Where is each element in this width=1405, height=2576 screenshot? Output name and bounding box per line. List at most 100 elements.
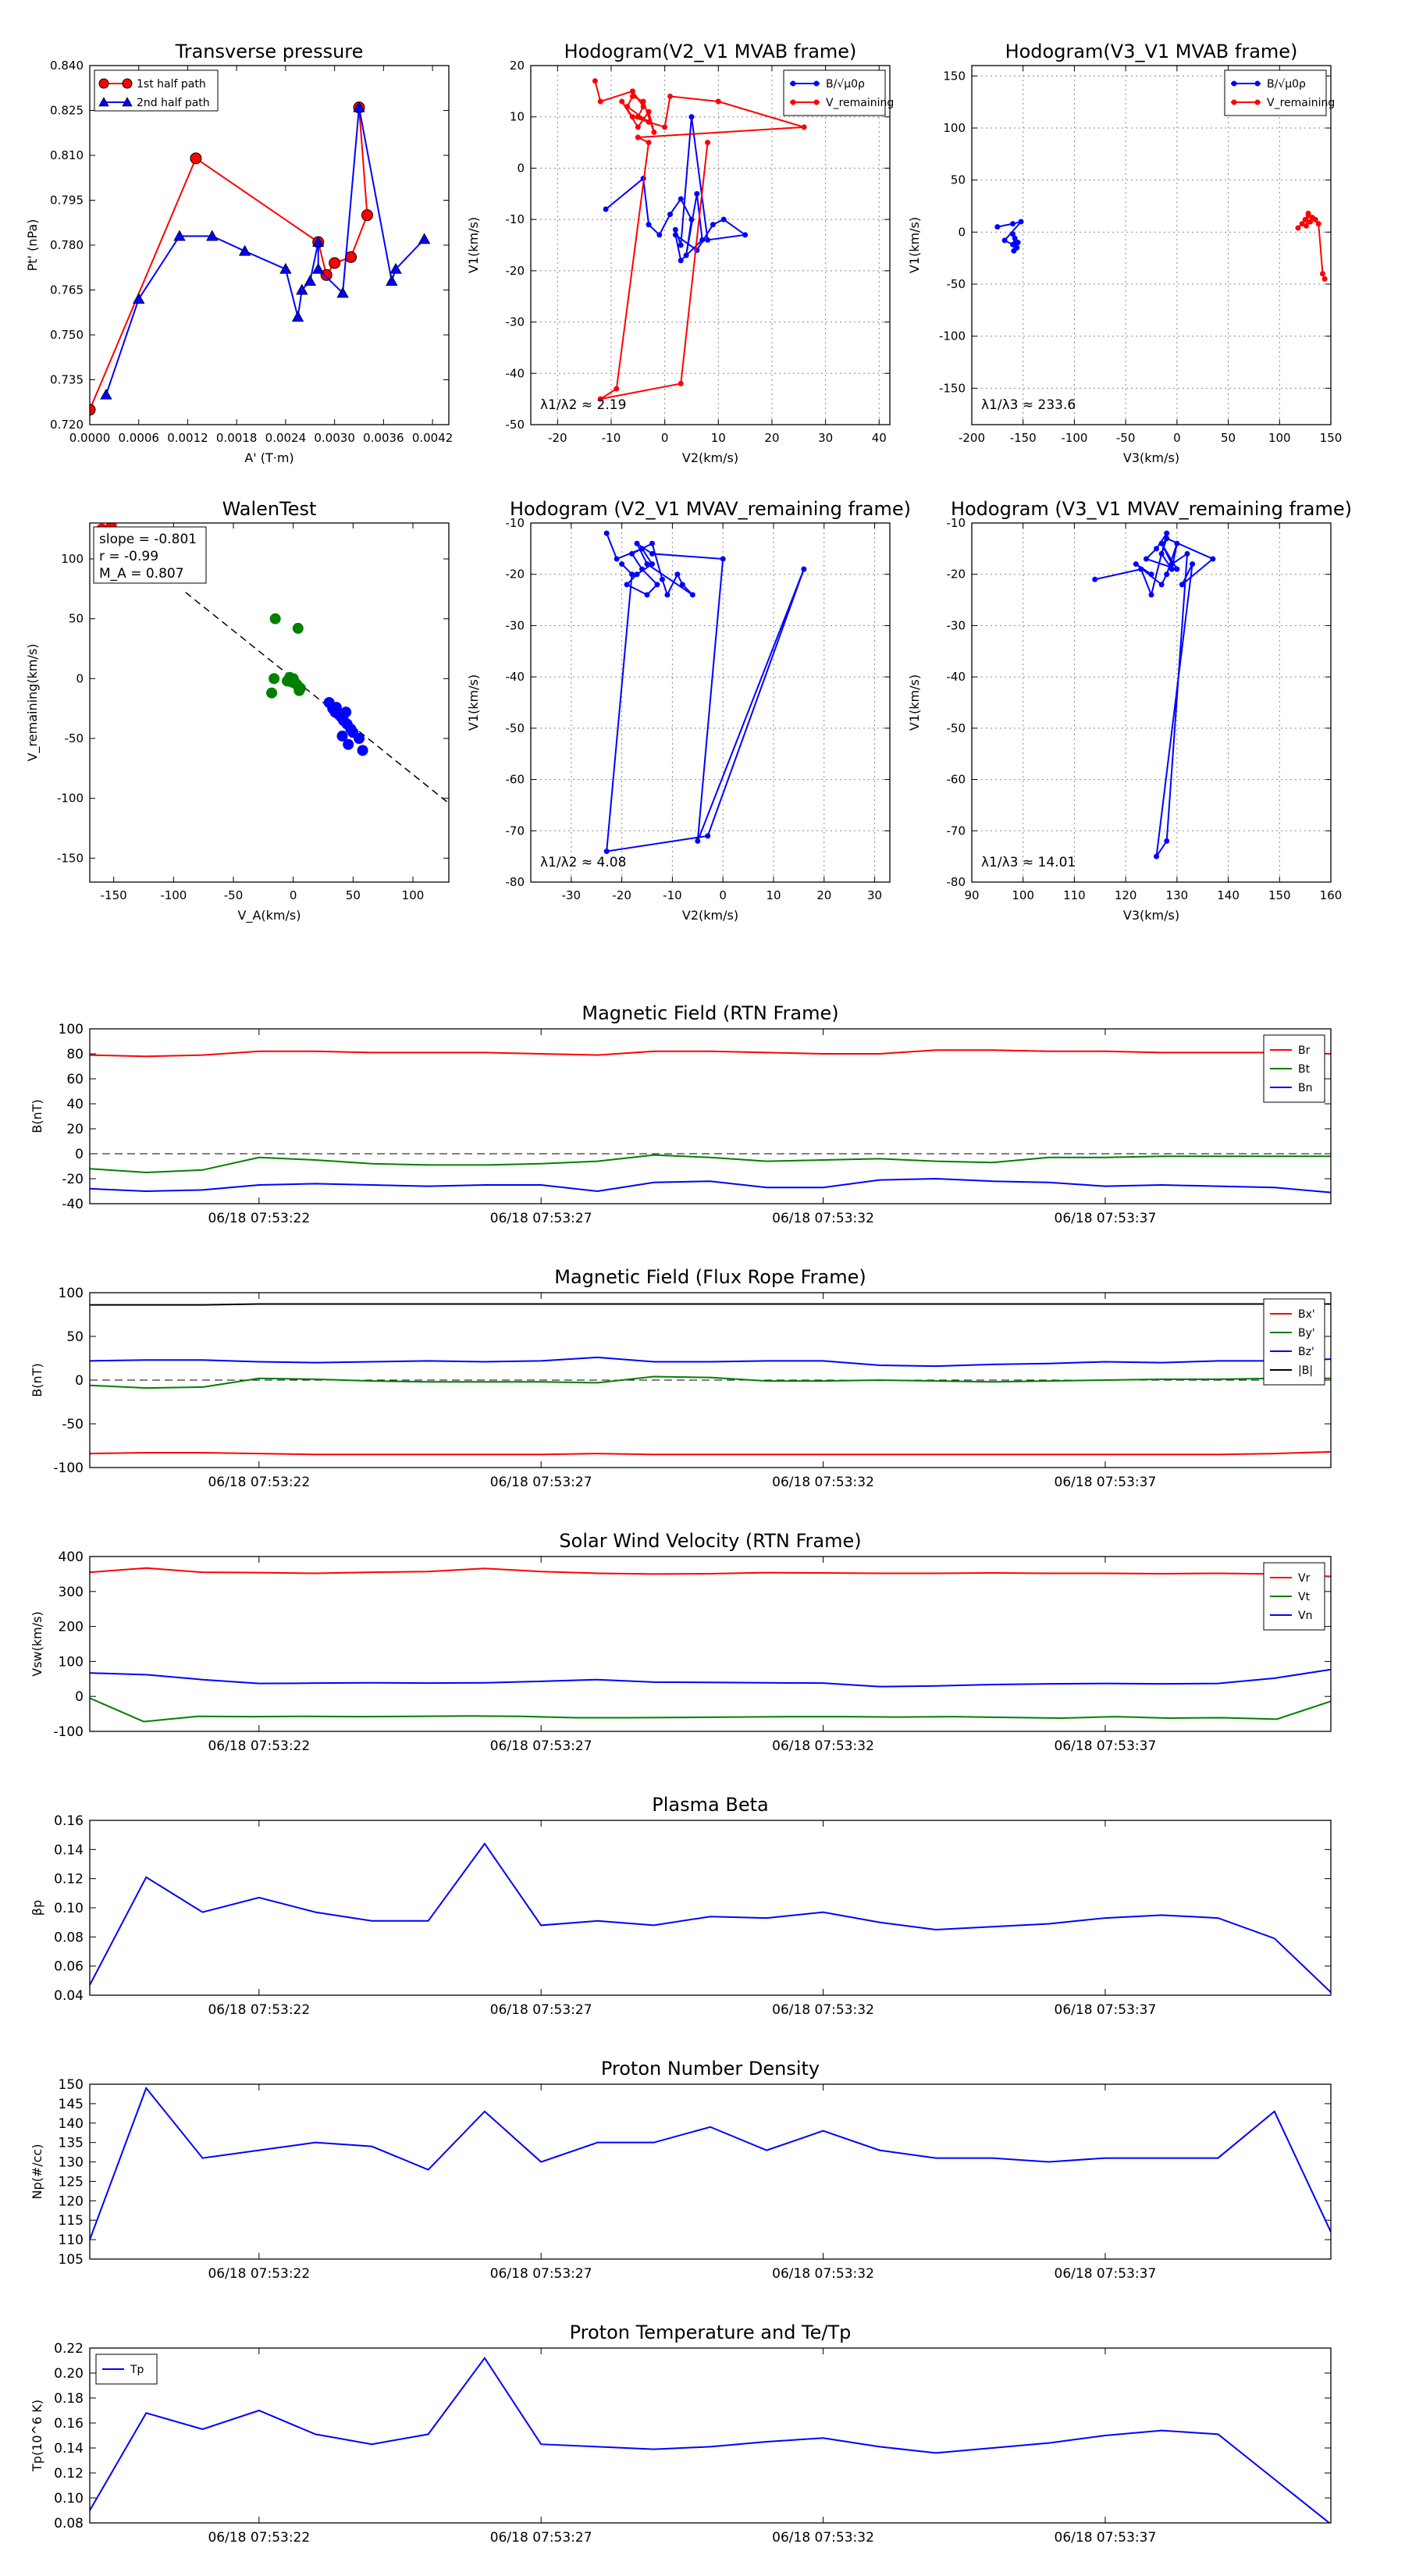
plot-frame xyxy=(89,1292,1332,1468)
y-tick-label: -40 xyxy=(506,366,525,380)
x-tick-label: 0 xyxy=(719,888,727,902)
data-point xyxy=(635,124,641,130)
x-tick-label: 0.0030 xyxy=(314,431,355,445)
data-point xyxy=(715,98,721,105)
x-tick-label: 0 xyxy=(661,431,669,445)
y-tick-label: 100 xyxy=(59,1022,84,1037)
x-axis-label: V3(km/s) xyxy=(1123,908,1179,923)
legend-marker xyxy=(1231,99,1237,105)
legend-marker xyxy=(813,99,820,105)
chart-title: Hodogram(V2_V1 MVAB frame) xyxy=(564,41,857,62)
chart-title: Magnetic Field (Flux Rope Frame) xyxy=(554,1266,866,1288)
stats-box: slope = -0.801 r = -0.99 M_A = 0.807 xyxy=(93,526,207,584)
legend-label: By' xyxy=(1298,1327,1315,1340)
series-line-beta xyxy=(90,1842,1331,1993)
legend-label: Br xyxy=(1298,1044,1311,1057)
data-point xyxy=(1190,561,1196,568)
x-tick-label: 06/18 07:53:27 xyxy=(490,2266,592,2282)
legend-label: Vn xyxy=(1298,1610,1312,1622)
data-point xyxy=(1312,216,1318,222)
chart-h3: -30 -20 -10 0 10 20 30 -80 -70 -60 -50 -40 -30 -20 -10… xyxy=(466,498,911,923)
data-point xyxy=(1012,235,1018,241)
legend-label: Bz' xyxy=(1298,1346,1314,1358)
data-point xyxy=(312,262,325,274)
data-point xyxy=(720,216,727,222)
x-tick-label: 160 xyxy=(1320,888,1343,902)
data-point xyxy=(592,78,598,84)
y-tick-label: 0.16 xyxy=(54,2416,84,2432)
y-tick-label: -50 xyxy=(62,1417,84,1432)
data-point xyxy=(389,262,402,274)
data-point xyxy=(649,561,655,568)
data-point xyxy=(1299,221,1305,227)
data-point xyxy=(634,571,640,578)
y-tick-label: 80 xyxy=(66,1047,84,1062)
data-point-green xyxy=(292,622,304,634)
y-tick-label: 0.10 xyxy=(54,2491,84,2507)
y-tick-label: 140 xyxy=(59,2116,84,2132)
y-tick-label: 0.10 xyxy=(54,1901,84,1916)
y-tick-label: -20 xyxy=(62,1172,84,1187)
ratio-annotation: λ1/λ2 ≈ 4.08 xyxy=(540,855,626,870)
legend: 1st half path 2nd half path xyxy=(94,69,219,112)
y-tick-label: -50 xyxy=(506,418,525,432)
legend-label: Bt xyxy=(1298,1063,1311,1076)
data-point xyxy=(629,88,635,94)
y-tick-label: -20 xyxy=(506,568,525,582)
data-point xyxy=(678,242,684,248)
x-tick-label: 30 xyxy=(867,888,882,902)
data-point xyxy=(624,582,630,588)
y-tick-label: 0.22 xyxy=(54,2341,84,2357)
plot-frame xyxy=(530,65,891,425)
legend-marker xyxy=(790,99,796,105)
legend-label: Vr xyxy=(1298,1572,1311,1585)
y-tick-label: 120 xyxy=(59,2194,84,2209)
data-point xyxy=(173,229,186,241)
data-point xyxy=(646,109,652,115)
data-point xyxy=(649,550,655,557)
y-tick-label: -50 xyxy=(506,721,525,735)
data-point xyxy=(386,275,398,286)
y-tick-label: -60 xyxy=(947,773,966,787)
plot-frame xyxy=(89,1028,1332,1204)
plot-frame xyxy=(89,2083,1332,2260)
y-tick-label: -70 xyxy=(506,824,525,838)
legend-label: B/√μ0ρ xyxy=(1267,78,1306,91)
x-tick-label: 0.0024 xyxy=(265,431,307,445)
plot-area xyxy=(90,2357,1331,2523)
x-tick-label: 30 xyxy=(818,431,833,445)
data-point xyxy=(1154,546,1160,552)
data-point xyxy=(644,561,650,568)
data-point xyxy=(1164,535,1170,542)
data-point xyxy=(639,546,646,552)
x-tick-label: 0.0036 xyxy=(363,431,404,445)
legend: Vr Vt Vn xyxy=(1263,1562,1325,1631)
plot-area xyxy=(90,1303,1331,1456)
stats-line: slope = -0.801 xyxy=(99,532,197,547)
data-point xyxy=(705,833,711,839)
x-tick-label: 06/18 07:53:22 xyxy=(208,1211,310,1226)
y-tick-label: -30 xyxy=(947,618,966,632)
y-tick-label: 0.765 xyxy=(50,283,84,297)
data-point xyxy=(312,236,325,247)
y-tick-label: 0 xyxy=(517,161,525,175)
series-line-B/√μ0ρ xyxy=(605,116,748,262)
y-tick-label: 135 xyxy=(59,2136,84,2151)
data-point xyxy=(1168,566,1175,572)
legend-frame xyxy=(1263,1298,1325,1386)
legend-marker xyxy=(122,78,133,89)
series-line-Vt xyxy=(90,1697,1331,1723)
y-tick-label: -50 xyxy=(947,277,966,291)
y-tick-label: 0.14 xyxy=(54,1842,84,1858)
data-point xyxy=(667,212,674,218)
data-point xyxy=(1321,276,1328,282)
plot-frame xyxy=(89,65,450,425)
legend-label: 2nd half path xyxy=(137,97,210,109)
series-line-|B| xyxy=(90,1303,1331,1306)
legend-label: B/√μ0ρ xyxy=(826,78,865,91)
data-point xyxy=(634,540,640,546)
data-point xyxy=(1015,240,1021,246)
data-point xyxy=(1001,237,1008,244)
chart-title: Hodogram(V3_V1 MVAB frame) xyxy=(1005,41,1298,62)
x-axis-label: V2(km/s) xyxy=(682,908,738,923)
